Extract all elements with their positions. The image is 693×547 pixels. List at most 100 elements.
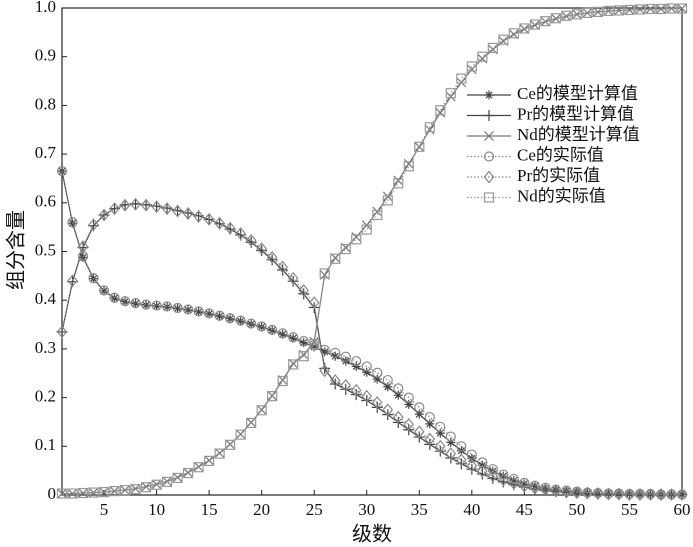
marker — [456, 441, 467, 452]
marker — [498, 34, 509, 45]
marker — [445, 88, 456, 99]
plot-frame — [61, 7, 683, 496]
marker — [393, 178, 404, 189]
marker — [130, 484, 141, 495]
marker — [308, 296, 320, 310]
marker — [403, 417, 415, 431]
marker — [361, 395, 373, 407]
marker — [446, 437, 456, 447]
series-line — [61, 171, 682, 496]
marker — [466, 459, 478, 473]
marker — [582, 7, 593, 18]
marker — [267, 324, 278, 336]
marker — [445, 447, 457, 461]
marker — [603, 5, 614, 17]
marker — [225, 313, 236, 324]
x-tick-label: 15 — [201, 500, 218, 519]
marker — [403, 392, 414, 403]
marker — [140, 482, 152, 493]
marker — [98, 208, 110, 222]
marker — [382, 403, 394, 417]
marker — [203, 212, 215, 226]
marker — [484, 131, 494, 141]
marker — [140, 198, 152, 212]
marker — [519, 23, 530, 34]
marker — [151, 479, 162, 490]
marker — [645, 488, 656, 501]
marker — [645, 3, 656, 15]
marker — [214, 216, 225, 230]
marker — [109, 292, 120, 303]
marker — [130, 197, 141, 211]
marker — [445, 91, 456, 102]
marker — [508, 28, 519, 39]
marker — [540, 483, 551, 497]
marker — [88, 273, 99, 284]
marker — [445, 452, 457, 464]
marker — [624, 488, 635, 501]
marker — [529, 480, 540, 491]
marker — [235, 227, 246, 240]
marker — [98, 285, 110, 296]
marker — [152, 301, 162, 311]
legend-label: Pr的模型计算值 — [517, 104, 634, 123]
x-axis-label: 级数 — [352, 523, 392, 546]
marker — [256, 405, 267, 416]
marker — [329, 378, 341, 390]
y-tick-label: 0.7 — [35, 143, 57, 162]
marker — [519, 479, 530, 493]
series-line — [62, 7, 682, 495]
marker — [224, 221, 236, 235]
marker — [483, 110, 495, 121]
marker — [425, 419, 435, 429]
marker — [119, 296, 131, 307]
marker — [119, 198, 131, 212]
marker — [193, 462, 204, 473]
marker — [483, 192, 495, 203]
marker — [529, 481, 541, 495]
marker — [424, 432, 436, 446]
marker — [351, 355, 362, 367]
marker — [676, 488, 688, 501]
marker — [235, 315, 246, 326]
marker — [519, 477, 530, 488]
marker — [330, 347, 341, 358]
marker — [151, 200, 162, 214]
marker — [109, 486, 120, 497]
marker — [119, 485, 131, 496]
marker — [266, 250, 278, 264]
y-tick-label: 0.8 — [35, 94, 56, 113]
marker — [320, 347, 330, 357]
y-tick-label: 0.9 — [35, 46, 56, 65]
marker — [225, 314, 235, 324]
marker — [183, 467, 194, 478]
marker — [508, 476, 520, 490]
marker — [466, 64, 477, 75]
marker — [183, 305, 193, 315]
marker — [246, 417, 257, 429]
marker — [435, 439, 446, 453]
marker — [561, 485, 572, 499]
marker — [550, 13, 561, 24]
marker — [498, 469, 509, 480]
x-tick-label: 60 — [674, 500, 691, 519]
marker — [483, 170, 495, 184]
marker — [141, 300, 151, 310]
marker — [487, 42, 498, 54]
marker — [120, 297, 130, 307]
marker — [540, 482, 551, 493]
marker — [624, 4, 635, 16]
marker — [350, 389, 362, 401]
marker — [498, 473, 509, 487]
marker — [204, 309, 214, 319]
marker — [340, 378, 352, 392]
x-tick-label: 20 — [253, 500, 270, 519]
marker — [172, 472, 183, 484]
marker — [372, 209, 383, 221]
series-line — [61, 203, 682, 496]
marker — [624, 5, 635, 15]
marker — [98, 486, 110, 498]
marker — [487, 464, 498, 475]
marker — [319, 344, 330, 355]
marker — [404, 399, 414, 409]
